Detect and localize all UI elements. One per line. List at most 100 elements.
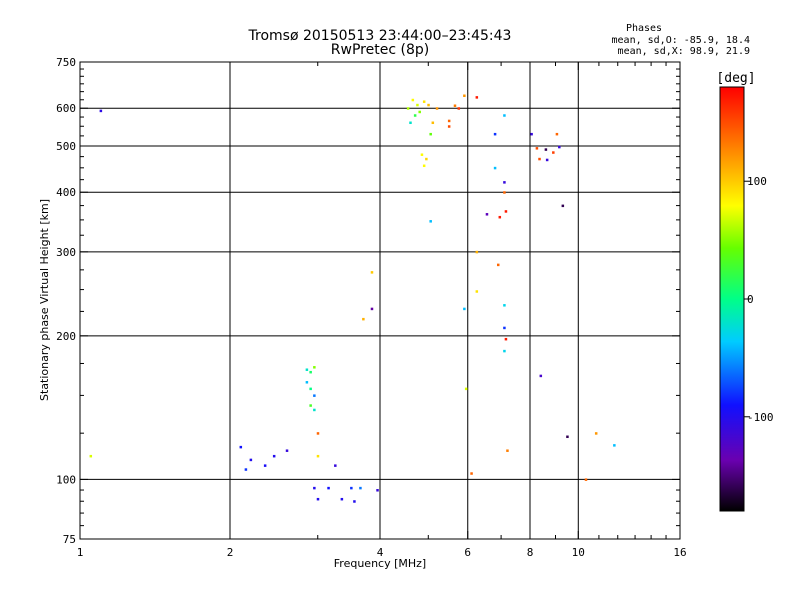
grid-lines: [80, 62, 680, 539]
data-point: [99, 109, 103, 113]
data-point: [545, 158, 549, 162]
stats-line-x: mean, sd,X: 98.9, 21.9: [618, 46, 750, 57]
data-point: [327, 486, 330, 490]
data-point: [431, 121, 435, 125]
x-tick-label: 1: [77, 546, 84, 559]
data-point: [350, 486, 353, 490]
data-point: [316, 432, 320, 435]
data-point: [413, 114, 417, 117]
data-point: [309, 404, 312, 407]
data-point: [538, 157, 541, 161]
data-point: [594, 432, 598, 435]
data-point: [340, 497, 344, 501]
x-tick-label: 4: [377, 546, 384, 559]
data-point: [313, 408, 316, 412]
colorbar-ticks: 100 0 -100: [744, 175, 774, 424]
y-axis-label: Stationary phase Virtual Height [km]: [38, 199, 51, 401]
data-point: [506, 449, 509, 452]
data-point: [425, 157, 428, 161]
chart-subtitle: RwPretec (8p): [331, 42, 429, 58]
stats-line-o: mean, sd,O: -85.9, 18.4: [612, 35, 750, 46]
data-point: [370, 307, 374, 311]
data-point: [613, 444, 616, 447]
x-tick-label: 6: [464, 546, 471, 559]
colorbar-tick-label: -100: [747, 411, 774, 424]
data-point: [313, 486, 316, 490]
data-point: [555, 132, 559, 136]
data-point: [566, 435, 569, 439]
data-point: [239, 445, 243, 449]
chart-title: Tromsø 20150513 23:44:00–23:45:43: [248, 28, 512, 44]
data-point: [422, 164, 426, 168]
data-point: [422, 100, 426, 103]
data-point: [249, 458, 253, 462]
data-point: [552, 151, 555, 154]
data-point: [503, 114, 506, 117]
data-point: [263, 464, 267, 467]
data-point: [496, 263, 500, 267]
x-tick-label: 2: [227, 546, 234, 559]
data-point: [406, 107, 410, 110]
x-tick-label: 16: [673, 546, 686, 559]
y-tick-label: 75: [63, 533, 76, 546]
data-point: [485, 213, 489, 216]
data-point: [463, 307, 466, 311]
data-point: [420, 153, 424, 156]
data-point: [316, 497, 320, 501]
data-point: [427, 103, 430, 107]
y-tick-label: 100: [56, 473, 76, 486]
x-tick-label: 10: [572, 546, 585, 559]
data-point: [272, 454, 276, 458]
data-point: [475, 96, 479, 99]
stats-heading: Phases: [626, 23, 662, 34]
data-point: [504, 337, 508, 341]
data-point: [411, 98, 415, 102]
data-point: [447, 125, 451, 128]
data-point: [539, 374, 543, 378]
data-point: [418, 110, 421, 114]
y-tick-label: 750: [56, 56, 76, 69]
data-point: [530, 132, 533, 136]
data-point: [285, 449, 289, 452]
y-tick-label: 500: [56, 140, 76, 153]
x-tick-label: 8: [527, 546, 534, 559]
data-point: [409, 121, 412, 125]
data-point: [244, 468, 248, 471]
x-axis-ticks: 1 2 4 6 8 10 16: [77, 62, 687, 559]
data-point: [584, 478, 588, 481]
data-point: [498, 215, 502, 219]
y-tick-label: 200: [56, 330, 76, 343]
data-point: [453, 104, 457, 107]
data-point: [447, 119, 451, 123]
data-point: [416, 103, 419, 107]
data-point: [305, 368, 309, 371]
data-point: [429, 220, 432, 223]
colorbar-tick-label: 0: [747, 293, 754, 306]
y-tick-label: 600: [56, 102, 76, 115]
data-point: [353, 500, 356, 503]
data-point: [504, 210, 508, 213]
data-point: [493, 132, 497, 136]
data-point: [470, 472, 473, 475]
data-point: [464, 387, 468, 391]
data-point: [362, 317, 365, 321]
data-points: [89, 94, 616, 503]
colorbar-tick-label: 100: [747, 175, 767, 188]
data-point: [544, 148, 548, 151]
data-point: [313, 394, 316, 397]
data-point: [503, 191, 506, 194]
data-point: [359, 486, 362, 490]
data-point: [561, 204, 565, 208]
data-point: [376, 489, 379, 492]
y-axis-ticks: 75 100 200 300 400 500 600 750: [56, 56, 680, 546]
data-point: [503, 349, 506, 353]
data-point: [309, 387, 312, 391]
data-point: [316, 454, 320, 458]
data-point: [435, 107, 439, 110]
data-point: [558, 145, 561, 149]
data-point: [535, 147, 539, 150]
colorbar-title: [deg]: [716, 71, 755, 86]
data-point: [503, 304, 506, 307]
data-point: [305, 381, 309, 384]
